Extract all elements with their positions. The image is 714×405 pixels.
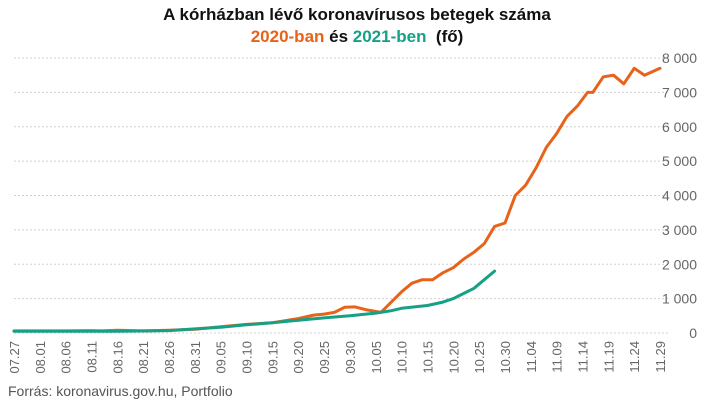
x-tick-label: 09.20 (291, 341, 306, 374)
subtitle-2020: 2020-ban (250, 27, 325, 46)
x-tick-label: 08.16 (110, 341, 125, 374)
subtitle-unit: (fő) (426, 27, 464, 46)
x-tick-label: 08.31 (188, 341, 203, 374)
x-tick-label: 08.11 (85, 341, 100, 373)
x-tick-label: 09.10 (240, 341, 255, 374)
x-tick-label: 11.19 (601, 341, 616, 373)
x-tick-label: 08.21 (136, 341, 151, 374)
x-tick-label: 10.15 (420, 341, 435, 374)
y-tick-label: 6 000 (662, 119, 697, 135)
source-note: Forrás: koronavirus.gov.hu, Portfolio (8, 383, 233, 399)
x-tick-label: 09.30 (343, 341, 358, 374)
chart-subtitle: 2020-ban és 2021-ben (fő) (0, 26, 714, 48)
y-tick-label: 2 000 (662, 256, 697, 272)
x-axis-ticks: 07.27 08.01 08.06 08.11 08.16 08.21 08.26 08.31… (7, 341, 668, 374)
x-tick-label: 09.25 (317, 341, 332, 374)
y-tick-label: 0 (689, 325, 697, 341)
grid-layer (14, 57, 668, 334)
chart-title-block: A kórházban lévő koronavírusos betegek s… (0, 4, 714, 48)
x-tick-label: 10.20 (446, 341, 461, 374)
x-tick-label: 10.30 (498, 341, 513, 374)
subtitle-2021: 2021-ben (352, 27, 427, 46)
y-tick-label: 8 000 (662, 50, 697, 66)
x-tick-label: 08.26 (162, 341, 177, 374)
x-tick-label: 11.29 (653, 341, 668, 373)
subtitle-connector: és (324, 27, 353, 46)
y-tick-label: 5 000 (662, 153, 697, 169)
y-tick-label: 7 000 (662, 84, 697, 100)
x-tick-label: 11.24 (627, 341, 642, 373)
y-axis-ticks: 0 1 000 2 000 3 000 4 000 5 000 6 000 7 000 8 00… (662, 50, 697, 341)
x-tick-label: 10.10 (395, 341, 410, 374)
y-tick-label: 4 000 (662, 188, 697, 204)
series-line-2021 (12, 269, 497, 333)
series-line-2020 (12, 66, 662, 333)
x-tick-label: 07.27 (7, 341, 22, 374)
series-layer (12, 66, 662, 333)
y-tick-label: 1 000 (662, 291, 697, 307)
x-tick-label: 11.14 (575, 341, 590, 373)
x-tick-label: 10.25 (472, 341, 487, 374)
chart-title: A kórházban lévő koronavírusos betegek s… (163, 5, 551, 24)
x-tick-label: 08.06 (59, 341, 74, 374)
x-tick-label: 08.01 (33, 341, 48, 374)
y-tick-label: 3 000 (662, 222, 697, 238)
x-tick-label: 09.05 (214, 341, 229, 374)
x-tick-label: 10.05 (369, 341, 384, 374)
x-tick-label: 11.09 (550, 341, 565, 373)
x-tick-label: 09.15 (265, 341, 280, 374)
x-tick-label: 11.04 (524, 341, 539, 373)
